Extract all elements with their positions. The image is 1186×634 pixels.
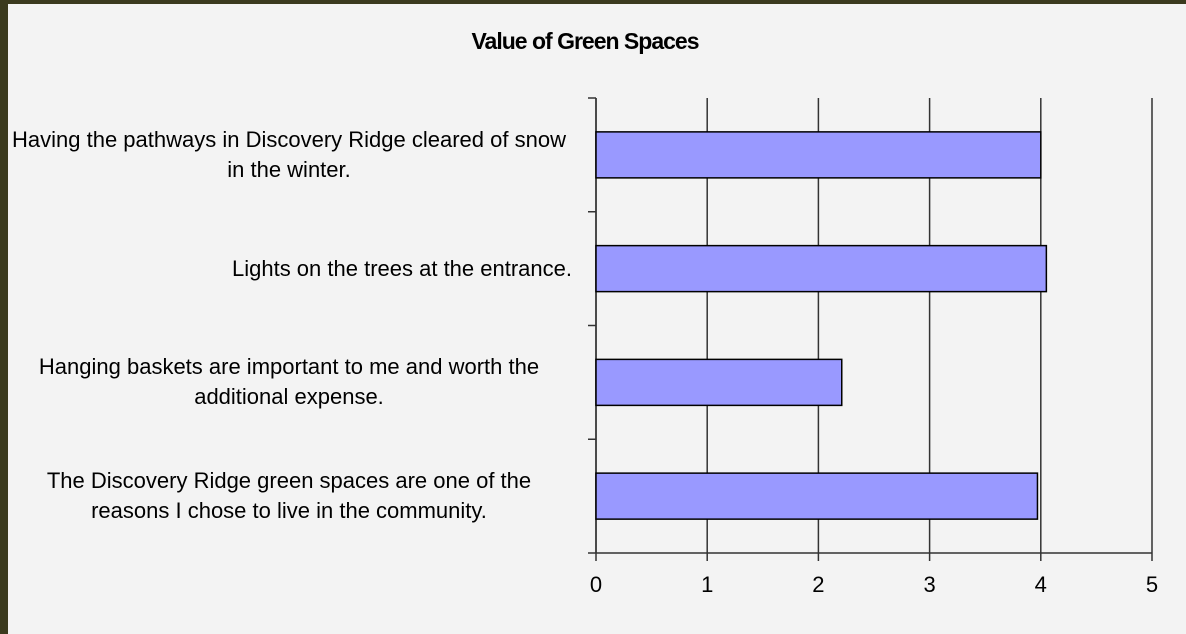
y-tick-label: Having the pathways in Discovery Ridge c… xyxy=(6,125,572,185)
y-tick-label-box: The Discovery Ridge green spaces are one… xyxy=(2,446,572,546)
x-tick-label: 4 xyxy=(1035,572,1047,597)
y-tick-label-box: Having the pathways in Discovery Ridge c… xyxy=(2,105,572,205)
y-tick-label: Hanging baskets are important to me and … xyxy=(6,352,572,412)
x-tick-label: 3 xyxy=(923,572,935,597)
bar xyxy=(596,473,1037,519)
bar xyxy=(596,359,842,405)
y-tick-label: The Discovery Ridge green spaces are one… xyxy=(6,466,572,526)
y-tick-label: Lights on the trees at the entrance. xyxy=(232,254,572,284)
x-tick-label: 5 xyxy=(1146,572,1158,597)
x-tick-label: 0 xyxy=(590,572,602,597)
bar xyxy=(596,246,1046,292)
x-tick-label: 1 xyxy=(701,572,713,597)
y-tick-label-box: Lights on the trees at the entrance. xyxy=(2,219,572,319)
page: {"chart_data": {"type": "bar", "orientat… xyxy=(0,0,1186,634)
x-tick-label: 2 xyxy=(812,572,824,597)
bar xyxy=(596,132,1041,178)
y-tick-label-box: Hanging baskets are important to me and … xyxy=(2,332,572,432)
